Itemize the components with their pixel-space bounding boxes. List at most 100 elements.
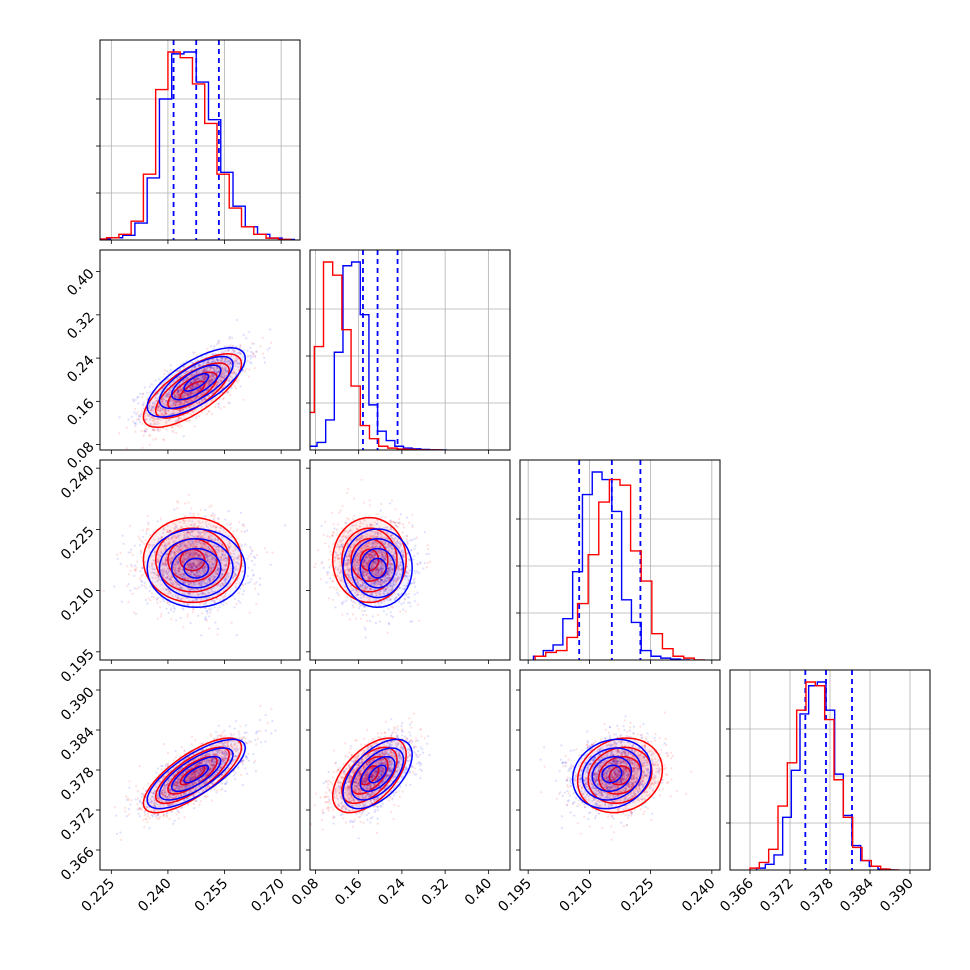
scatter-point <box>193 378 196 382</box>
panel-plot-area <box>100 40 300 240</box>
scatter-point <box>226 349 229 352</box>
scatter-point <box>198 376 201 379</box>
scatter-point <box>199 508 202 511</box>
scatter-point <box>193 386 196 389</box>
scatter-point <box>224 368 227 371</box>
scatter-point <box>171 429 174 432</box>
scatter-point <box>186 613 189 616</box>
scatter-point <box>228 337 231 340</box>
scatter-point <box>142 403 145 406</box>
scatter-point <box>201 375 204 378</box>
scatter-point <box>203 391 206 394</box>
scatter-point <box>362 613 365 616</box>
scatter-point <box>188 393 191 396</box>
scatter-point <box>201 356 204 359</box>
scatter-point <box>207 410 210 413</box>
scatter-point <box>181 402 184 405</box>
scatter-point <box>176 507 179 510</box>
scatter-point <box>206 384 209 387</box>
scatter-point <box>191 399 194 402</box>
scatter-point <box>194 365 197 368</box>
scatter-point <box>229 527 232 530</box>
scatter-point <box>134 612 137 615</box>
scatter-point <box>183 379 186 382</box>
scatter-point <box>166 395 169 398</box>
scatter-point <box>192 379 195 382</box>
scatter-point <box>174 400 177 403</box>
scatter-point <box>119 562 122 566</box>
scatter-point <box>144 418 147 422</box>
scatter-point <box>200 392 203 396</box>
scatter-point <box>176 395 179 399</box>
scatter-point <box>176 390 180 393</box>
scatter-point <box>165 420 168 423</box>
scatter-point <box>177 370 181 373</box>
scatter-point <box>205 609 208 613</box>
scatter-point <box>228 401 231 405</box>
scatter-point <box>166 370 169 373</box>
scatter-point <box>223 361 227 364</box>
scatter-point <box>197 376 200 379</box>
histogram-series-1 <box>100 51 292 240</box>
scatter-point <box>209 379 212 382</box>
scatter-point <box>127 573 130 576</box>
scatter-point <box>180 400 183 403</box>
scatter-point <box>156 408 159 411</box>
scatter-point <box>253 354 256 357</box>
scatter-point <box>208 365 212 368</box>
scatter-point <box>203 377 206 381</box>
scatter-point <box>146 397 149 400</box>
scatter-point <box>236 352 239 355</box>
scatter-point <box>322 566 325 570</box>
scatter-point <box>156 617 159 620</box>
scatter-point <box>102 590 105 593</box>
scatter-point <box>154 418 157 421</box>
scatter-point <box>336 591 339 595</box>
scatter-point <box>229 366 232 369</box>
scatter-point <box>196 390 199 393</box>
scatter-point <box>204 616 207 619</box>
scatter-point <box>251 569 254 572</box>
scatter-point <box>194 378 197 382</box>
scatter-point <box>380 516 383 519</box>
scatter-point <box>196 383 199 386</box>
scatter-point <box>218 339 221 342</box>
scatter-point <box>235 362 238 365</box>
scatter-point <box>211 367 214 370</box>
scatter-point <box>211 378 214 381</box>
scatter-point <box>142 434 145 437</box>
scatter-point <box>207 381 210 384</box>
scatter-point <box>227 391 230 394</box>
scatter-point <box>186 419 189 423</box>
scatter-point <box>162 409 165 412</box>
scatter-point <box>196 377 200 380</box>
scatter-point <box>125 447 128 450</box>
scatter-point <box>176 396 180 399</box>
scatter-point <box>167 409 170 412</box>
scatter-point <box>208 378 211 381</box>
scatter-point <box>176 389 179 393</box>
scatter-point <box>268 346 271 349</box>
scatter-point <box>131 565 134 568</box>
scatter-point <box>183 401 186 404</box>
scatter-point <box>181 396 184 399</box>
scatter-point <box>215 358 218 361</box>
scatter-point <box>235 634 238 637</box>
scatter-point <box>212 359 215 362</box>
scatter-point <box>209 365 213 368</box>
scatter-point <box>139 420 142 424</box>
scatter-point <box>172 431 175 434</box>
scatter-point <box>180 402 183 405</box>
scatter-point <box>179 403 182 406</box>
scatter-point <box>192 351 195 354</box>
scatter-point <box>183 391 186 394</box>
scatter-point <box>165 403 168 407</box>
scatter-point <box>189 391 192 394</box>
scatter-point <box>140 584 144 587</box>
scatter-point <box>190 381 193 384</box>
scatter-point <box>241 593 244 596</box>
scatter-point <box>208 383 211 386</box>
scatter-point <box>177 395 180 399</box>
scatter-point <box>185 360 188 363</box>
scatter-point <box>191 385 194 389</box>
